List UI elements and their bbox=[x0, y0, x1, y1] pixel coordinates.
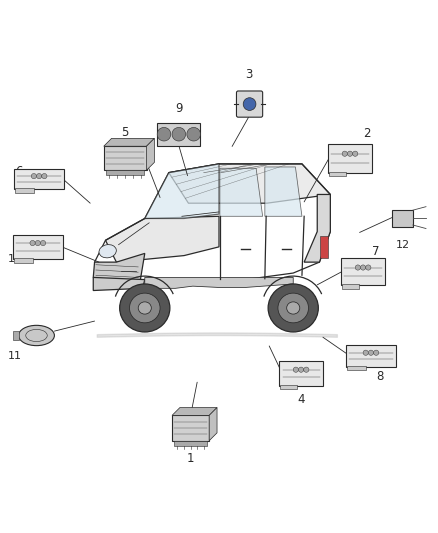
Ellipse shape bbox=[287, 302, 300, 314]
Bar bbox=[392, 209, 413, 228]
Polygon shape bbox=[265, 167, 302, 216]
Bar bbox=[280, 385, 297, 389]
FancyBboxPatch shape bbox=[341, 258, 385, 285]
Polygon shape bbox=[304, 195, 330, 262]
Text: 5: 5 bbox=[121, 126, 129, 139]
Circle shape bbox=[360, 265, 366, 270]
Bar bbox=[15, 188, 34, 193]
Circle shape bbox=[374, 350, 379, 356]
Text: 12: 12 bbox=[396, 240, 410, 251]
Polygon shape bbox=[169, 164, 330, 203]
Circle shape bbox=[243, 98, 256, 110]
Polygon shape bbox=[104, 139, 154, 146]
Circle shape bbox=[31, 174, 36, 179]
Ellipse shape bbox=[18, 325, 54, 345]
Circle shape bbox=[363, 350, 368, 356]
FancyBboxPatch shape bbox=[346, 345, 396, 367]
Text: 6: 6 bbox=[15, 165, 22, 178]
Text: 3: 3 bbox=[245, 68, 252, 82]
Text: 11: 11 bbox=[7, 351, 21, 361]
Ellipse shape bbox=[120, 284, 170, 332]
Bar bbox=[329, 172, 346, 176]
Polygon shape bbox=[209, 408, 217, 441]
Circle shape bbox=[366, 265, 371, 270]
Circle shape bbox=[30, 240, 35, 246]
Polygon shape bbox=[147, 139, 154, 170]
FancyBboxPatch shape bbox=[14, 169, 64, 189]
Circle shape bbox=[342, 151, 347, 156]
FancyBboxPatch shape bbox=[279, 361, 323, 386]
Ellipse shape bbox=[99, 245, 117, 258]
Circle shape bbox=[187, 127, 201, 141]
Text: 9: 9 bbox=[175, 102, 183, 115]
FancyBboxPatch shape bbox=[328, 144, 371, 173]
Text: 4: 4 bbox=[297, 393, 305, 406]
Ellipse shape bbox=[138, 302, 151, 314]
Bar bbox=[14, 258, 33, 263]
Polygon shape bbox=[93, 253, 145, 284]
FancyBboxPatch shape bbox=[13, 235, 63, 259]
Text: 10: 10 bbox=[7, 254, 21, 264]
FancyBboxPatch shape bbox=[237, 91, 263, 117]
Bar bbox=[347, 366, 366, 370]
Ellipse shape bbox=[130, 293, 160, 323]
Circle shape bbox=[353, 151, 358, 156]
Text: 2: 2 bbox=[363, 127, 370, 140]
Text: 7: 7 bbox=[372, 245, 380, 258]
Bar bbox=[104, 146, 147, 170]
Circle shape bbox=[36, 174, 42, 179]
Polygon shape bbox=[93, 277, 145, 290]
Circle shape bbox=[40, 240, 46, 246]
Polygon shape bbox=[145, 277, 293, 288]
Ellipse shape bbox=[268, 284, 318, 332]
Circle shape bbox=[35, 240, 40, 246]
Bar bbox=[157, 123, 200, 146]
Ellipse shape bbox=[278, 293, 308, 323]
Circle shape bbox=[355, 265, 360, 270]
Circle shape bbox=[368, 350, 374, 356]
Bar bbox=[106, 170, 145, 175]
Bar bbox=[13, 331, 19, 340]
Text: 1: 1 bbox=[187, 452, 194, 465]
Text: 8: 8 bbox=[376, 370, 383, 383]
Bar bbox=[320, 236, 328, 258]
Bar bbox=[342, 285, 359, 289]
Polygon shape bbox=[172, 408, 217, 415]
Polygon shape bbox=[106, 216, 219, 262]
Circle shape bbox=[298, 367, 304, 373]
Bar bbox=[172, 415, 209, 441]
Bar bbox=[174, 441, 207, 446]
Polygon shape bbox=[220, 168, 263, 216]
Circle shape bbox=[293, 367, 298, 373]
Circle shape bbox=[304, 367, 309, 373]
Circle shape bbox=[347, 151, 353, 156]
Polygon shape bbox=[145, 164, 219, 219]
Circle shape bbox=[157, 127, 171, 141]
Circle shape bbox=[42, 174, 47, 179]
Circle shape bbox=[172, 127, 186, 141]
